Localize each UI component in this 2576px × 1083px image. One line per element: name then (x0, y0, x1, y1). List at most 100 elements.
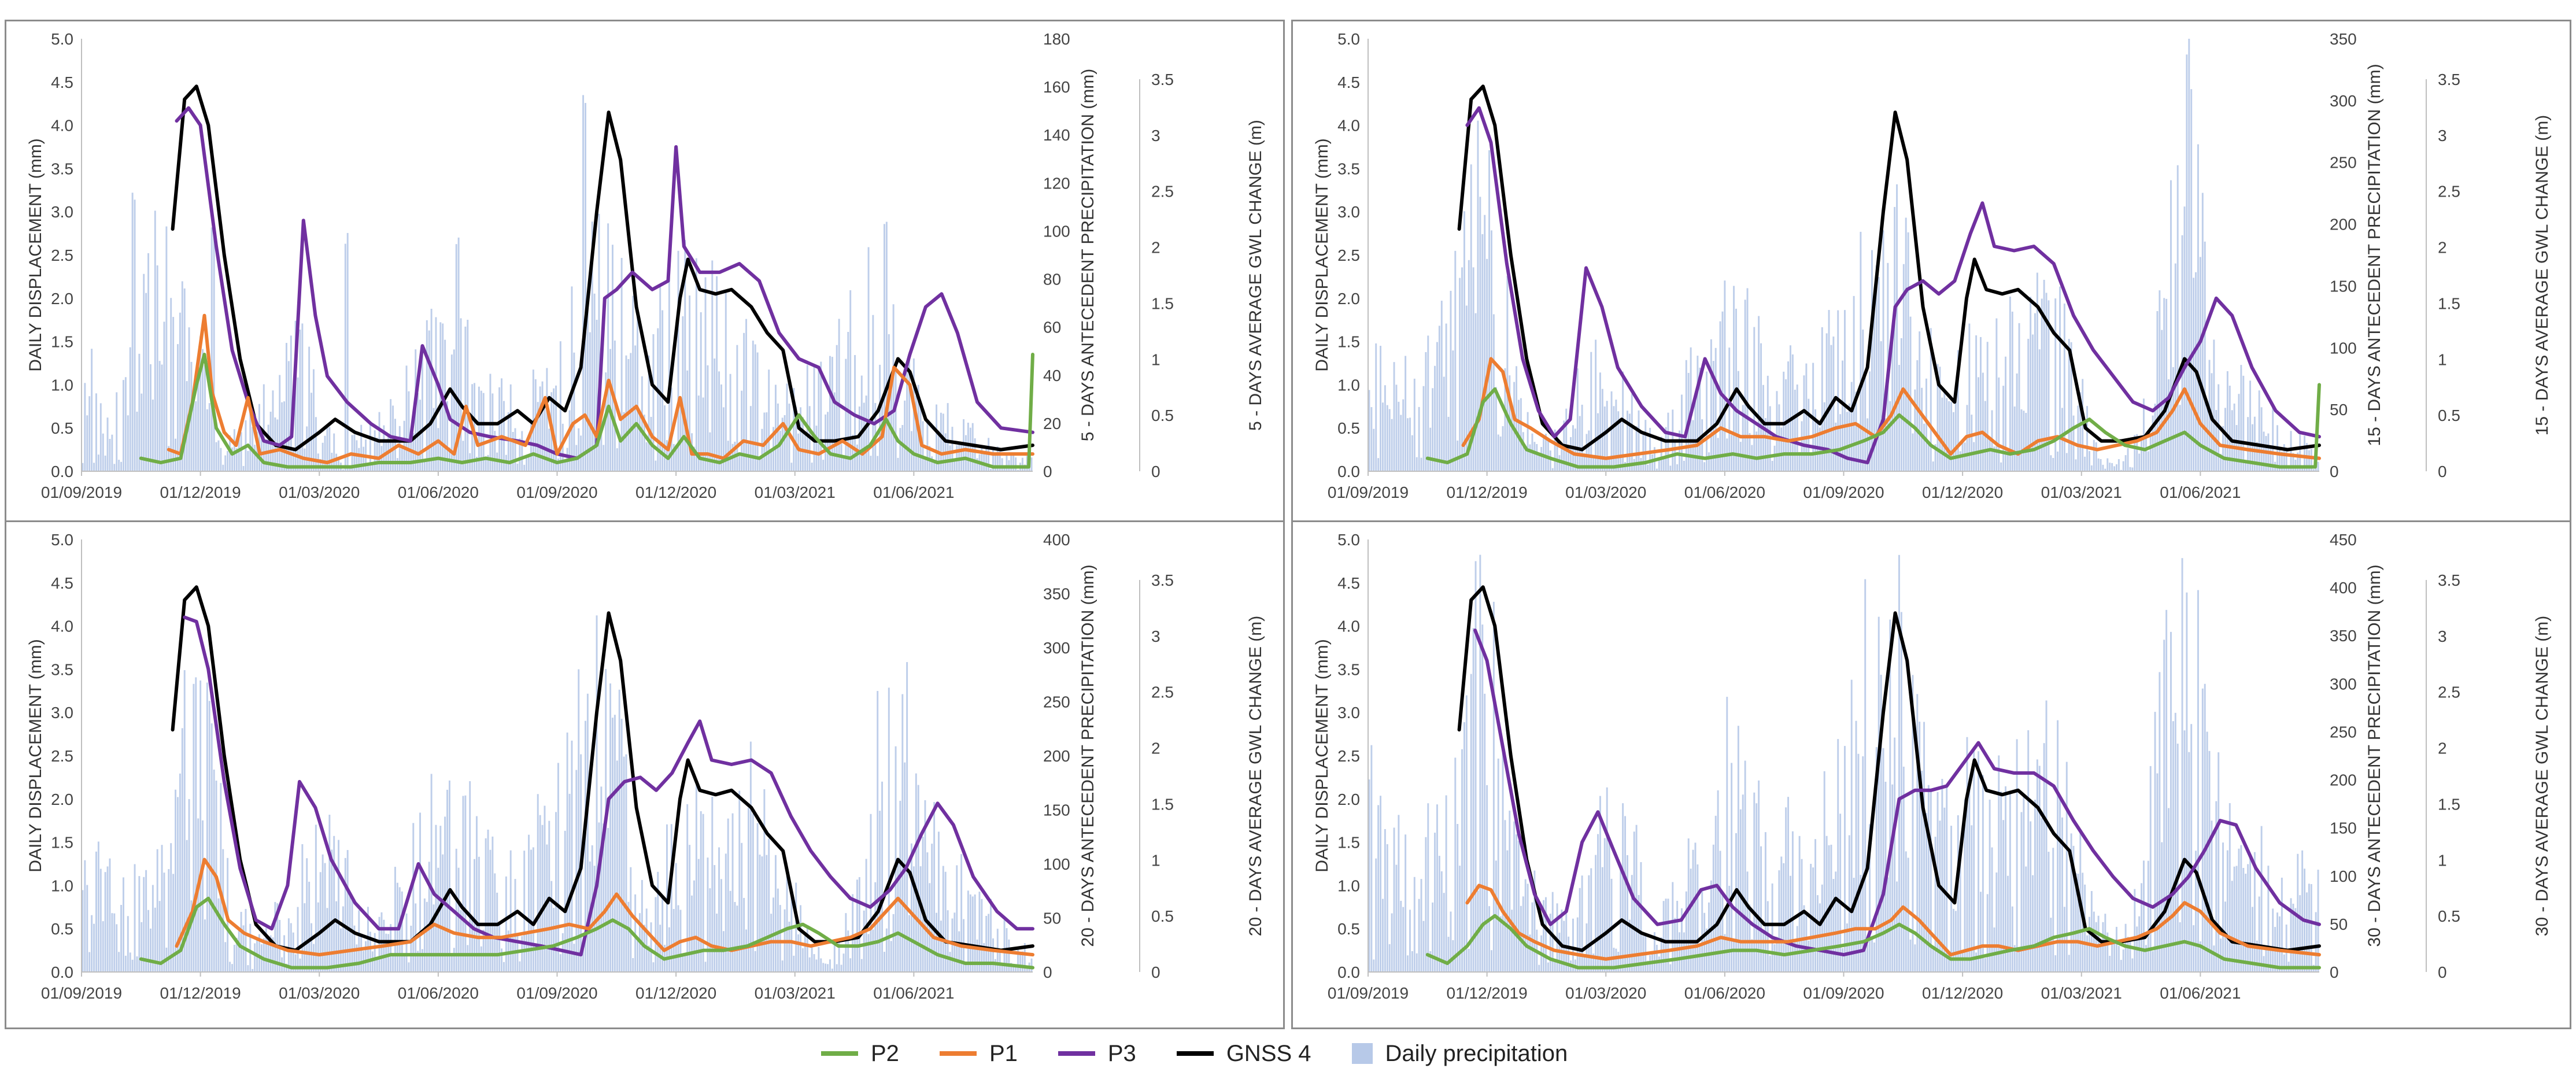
precip-bar (2020, 812, 2023, 972)
precip-bar (1021, 951, 1023, 972)
precip-bar (2129, 938, 2131, 972)
precip-bar (2301, 850, 2304, 972)
precip-bar (2120, 960, 2122, 972)
legend-swatch-gnss4 (1176, 1051, 1214, 1056)
precip-bar (702, 397, 704, 471)
precip-bar (294, 954, 297, 972)
precip-bar (620, 719, 623, 972)
precip-bar (124, 377, 127, 471)
precip-bar (2138, 453, 2141, 471)
precip-bar (1400, 900, 1402, 972)
precip-bar (521, 431, 523, 471)
precip-bar (1391, 913, 1393, 972)
precip-bar (519, 961, 521, 972)
precip-bar (2172, 367, 2174, 471)
precip-bar (1470, 164, 1472, 471)
precip-bar (367, 463, 369, 471)
precip-bar (697, 396, 700, 471)
precip-bar (227, 451, 229, 471)
x-tick-label: 01/09/2020 (1803, 984, 1884, 1002)
precip-bar (2057, 720, 2059, 972)
precip-bar (346, 850, 349, 972)
precip-bar (1588, 430, 1590, 471)
precip-bar (641, 376, 643, 471)
precip-bar (1660, 437, 1662, 471)
precip-bar (568, 410, 571, 471)
precip-bar (598, 822, 600, 972)
precip-bar (2127, 448, 2129, 471)
precip-bar (358, 448, 360, 471)
precip-bar (204, 365, 206, 471)
precip-bar (1497, 758, 1499, 972)
precip-bar (1459, 278, 1461, 471)
precip-bar (1714, 348, 1717, 471)
precip-bar (922, 837, 924, 972)
precip-bar (829, 356, 831, 471)
precip-bar (487, 454, 489, 471)
x-tick-label: 01/06/2021 (2160, 483, 2241, 501)
precip-bar (2312, 469, 2315, 471)
precip-bar (2265, 949, 2267, 972)
precip-bar (933, 802, 936, 972)
x-tick-label: 01/12/2019 (160, 483, 241, 501)
precip-bar (2032, 334, 2034, 471)
precip-bar (1509, 810, 1511, 972)
precip-bar (474, 383, 476, 471)
y2-tick-label: 250 (2330, 154, 2357, 172)
precip-bar (1561, 910, 1563, 972)
precip-bar (1447, 937, 1450, 972)
precip-bar (2181, 235, 2183, 471)
precip-bar (267, 937, 269, 972)
y-tick-label: 3.5 (1337, 160, 1360, 178)
precip-bar (575, 770, 578, 972)
precip-bar (1948, 953, 1950, 972)
precip-bar (2165, 298, 2168, 471)
precip-bar (1676, 900, 1679, 972)
precip-bar (856, 444, 858, 471)
precip-bar (433, 904, 435, 972)
precip-bar (1517, 841, 1520, 972)
precip-bar (2154, 404, 2156, 471)
precip-bar (1685, 360, 1687, 471)
precip-bar (1862, 756, 1864, 972)
x-tick-label: 01/06/2021 (873, 984, 954, 1002)
precip-bar (1780, 856, 1783, 972)
precip-bar (2050, 455, 2052, 471)
precip-bar (312, 369, 315, 471)
precip-bar (197, 818, 199, 972)
precip-bar (743, 897, 745, 972)
precip-bar (95, 851, 97, 972)
precip-bar (2242, 375, 2245, 471)
precip-bar (1415, 457, 1418, 471)
precip-bar (2270, 946, 2272, 972)
precip-bar (2113, 943, 2116, 972)
precip-bar (1640, 862, 1642, 972)
precip-bar (526, 934, 528, 972)
precip-bar (258, 934, 260, 972)
precip-bar (858, 406, 860, 471)
precip-bar (328, 815, 331, 972)
precip-bar (2305, 892, 2308, 972)
y2-tick-label: 50 (2330, 401, 2348, 419)
precip-bar (1568, 448, 1570, 471)
precip-bar (1470, 674, 1472, 972)
precip-bar (741, 390, 743, 471)
precip-bar (1717, 790, 1719, 972)
x-tick-label: 01/06/2020 (1684, 483, 1765, 501)
precip-bar (1438, 326, 1440, 471)
precip-bar (1733, 941, 1735, 972)
precip-bar (1008, 939, 1010, 972)
precip-bar (1468, 260, 1470, 471)
precip-bar (729, 374, 731, 471)
precip-bar (1415, 953, 1418, 972)
precip-bar (1405, 834, 1407, 972)
y2-tick-label: 160 (1043, 78, 1070, 96)
precip-bar (387, 934, 390, 972)
y-tick-label: 4.0 (51, 618, 73, 635)
precip-bar (1477, 120, 1479, 472)
precip-bar (670, 824, 672, 972)
precip-bar (301, 844, 304, 972)
x-tick-label: 01/09/2019 (41, 483, 122, 501)
precip-bar (2041, 298, 2043, 471)
precip-bar (2317, 461, 2319, 471)
